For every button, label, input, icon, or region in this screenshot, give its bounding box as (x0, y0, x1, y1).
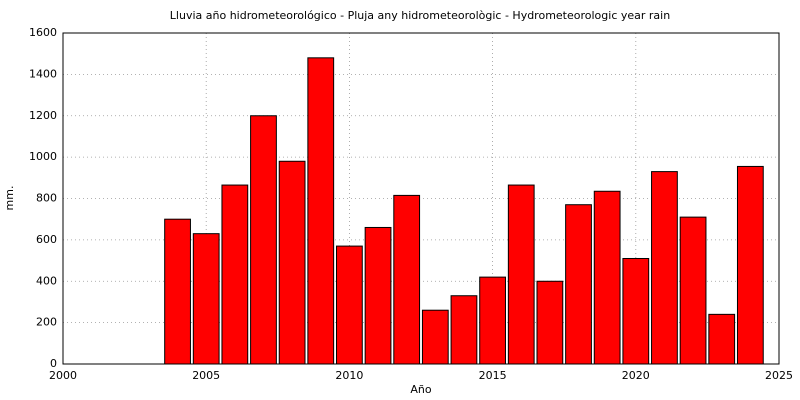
y-tick-label: 0 (50, 357, 57, 370)
bar (565, 204, 592, 365)
bar (307, 57, 335, 365)
x-tick-label: 2025 (765, 369, 793, 382)
y-tick-label: 1400 (29, 67, 57, 80)
chart-title: Lluvia año hidrometeorológico - Pluja an… (170, 9, 670, 22)
bar (679, 216, 707, 365)
plot-frame (62, 32, 780, 365)
x-tick-label: 2010 (335, 369, 363, 382)
bar (336, 245, 363, 365)
bar (364, 226, 392, 365)
bar (651, 171, 678, 365)
y-tick-label: 1000 (29, 150, 57, 163)
bar (708, 313, 736, 365)
bar (250, 115, 277, 365)
bar (622, 257, 650, 365)
bar (192, 233, 220, 365)
x-axis-label: Año (410, 383, 431, 396)
bar (278, 160, 306, 365)
x-tick-label: 2005 (192, 369, 220, 382)
bar (221, 184, 249, 365)
x-tick-label: 2015 (479, 369, 507, 382)
x-tick-label: 2000 (49, 369, 77, 382)
bar (450, 295, 478, 365)
y-tick-label: 400 (36, 274, 57, 287)
bar (421, 309, 449, 365)
y-tick-label: 800 (36, 192, 57, 205)
bar (593, 190, 621, 365)
x-tick-label: 2020 (622, 369, 650, 382)
bar (736, 165, 764, 365)
y-tick-label: 600 (36, 233, 57, 246)
y-tick-label: 1200 (29, 109, 57, 122)
y-axis-label: mm. (3, 186, 16, 211)
bar (479, 276, 506, 365)
y-tick-label: 200 (36, 316, 57, 329)
bar (164, 218, 191, 365)
bar (536, 280, 564, 365)
bar (507, 184, 535, 365)
y-tick-label: 1600 (29, 26, 57, 39)
bar (393, 194, 421, 365)
